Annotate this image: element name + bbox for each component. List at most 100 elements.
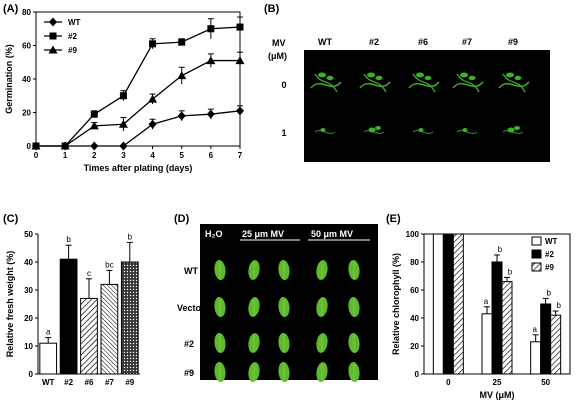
bar-n2 bbox=[540, 303, 552, 375]
seedling-leaf bbox=[468, 75, 476, 81]
seedling-photo-background bbox=[304, 50, 550, 162]
series-line-WT bbox=[36, 110, 241, 147]
seedling-leaf bbox=[320, 128, 326, 132]
legend-label: WT bbox=[545, 237, 558, 246]
seedling-leaf bbox=[460, 72, 468, 78]
seedling-leaf bbox=[424, 75, 432, 81]
seedling-leaf bbox=[506, 72, 514, 78]
x-tick-label: 4 bbox=[150, 151, 155, 160]
column-label-n7: #7 bbox=[462, 37, 472, 47]
seedling-root bbox=[359, 81, 391, 89]
x-axis-label: Times after plating (days) bbox=[84, 163, 193, 173]
x-tick-label: 2 bbox=[92, 151, 97, 160]
x-tick-label: 3 bbox=[121, 151, 126, 160]
header-h2o: H₂O bbox=[205, 229, 223, 239]
seedling-root bbox=[456, 130, 478, 134]
bar-n2 bbox=[59, 258, 78, 375]
seedling-leaf bbox=[418, 128, 424, 132]
column-label-n9: #9 bbox=[508, 37, 518, 47]
bar-n9 bbox=[550, 314, 562, 375]
bar-n9 bbox=[120, 261, 139, 375]
bar-WT bbox=[432, 233, 444, 375]
x-tick-label: 0 bbox=[446, 378, 451, 387]
data-point-WT bbox=[206, 109, 215, 119]
legend-swatch bbox=[531, 236, 542, 246]
x-tick-label: #2 bbox=[64, 378, 73, 387]
seedling-leaf bbox=[462, 128, 468, 132]
data-point-n2 bbox=[119, 92, 127, 100]
y-tick-label: 40 bbox=[410, 314, 419, 323]
seedling-leaf bbox=[514, 126, 520, 130]
seedling-root bbox=[314, 73, 338, 93]
panel-label-a: (A) bbox=[3, 3, 19, 15]
legend-swatch bbox=[531, 262, 542, 272]
significance-letter: c bbox=[87, 269, 91, 278]
x-tick-label: 7 bbox=[238, 151, 243, 160]
seedling-leaf bbox=[368, 127, 376, 133]
y-axis-label: Relative fresh weight (%) bbox=[5, 251, 15, 358]
x-tick-label: 1 bbox=[63, 151, 68, 160]
data-point-n9 bbox=[89, 121, 99, 130]
x-tick-label: #6 bbox=[85, 378, 94, 387]
significance-letter: a bbox=[532, 325, 537, 334]
seedling-root bbox=[314, 130, 336, 134]
y-tick-label: 0 bbox=[415, 370, 420, 379]
header-50-mv: 50 μm MV bbox=[311, 229, 353, 239]
y-tick-label: 50 bbox=[24, 230, 33, 239]
y-tick-label: 0 bbox=[29, 370, 34, 379]
y-tick-label: 60 bbox=[22, 42, 31, 51]
row-label-n2: #2 bbox=[184, 339, 194, 349]
row-label-Vector: Vector bbox=[177, 303, 205, 313]
series-line-n9 bbox=[36, 59, 240, 147]
data-point-WT bbox=[90, 141, 99, 151]
row-label-0: 0 bbox=[281, 80, 286, 90]
data-point-n2 bbox=[90, 110, 98, 118]
y-tick-label: 20 bbox=[22, 109, 31, 118]
seedling-leaf bbox=[375, 75, 383, 81]
legend-swatch bbox=[531, 249, 542, 259]
panel-a-germination-chart: (A) 0 1 2 3 4 5 6 7 0 20 40 60 80 Times after plating… bbox=[3, 3, 245, 173]
y-tick-label: 100 bbox=[406, 230, 420, 239]
y-tick-label: 80 bbox=[22, 8, 31, 17]
seedling-root bbox=[363, 73, 387, 93]
y-tick-label: 30 bbox=[24, 286, 33, 295]
seedling-leaf bbox=[507, 127, 515, 133]
significance-letter: b bbox=[546, 288, 551, 297]
x-tick-label: #9 bbox=[125, 378, 134, 387]
data-point-n9 bbox=[177, 71, 187, 80]
legend-label: #9 bbox=[545, 263, 554, 272]
seedling-root bbox=[498, 81, 530, 89]
panel-label-c: (C) bbox=[3, 213, 19, 225]
bar-WT bbox=[481, 313, 493, 375]
seedling-leaf bbox=[367, 72, 375, 78]
y-tick-label: 80 bbox=[410, 258, 419, 267]
bar-WT bbox=[530, 341, 542, 375]
column-label-n2: #2 bbox=[369, 37, 379, 47]
seedling-root bbox=[412, 130, 434, 134]
y-tick-label: 10 bbox=[24, 342, 33, 351]
bar-n6 bbox=[80, 297, 98, 375]
x-tick-label: 5 bbox=[179, 151, 184, 160]
panel-label-d: (D) bbox=[174, 213, 190, 225]
data-point-n9 bbox=[235, 56, 245, 65]
data-point-WT bbox=[119, 141, 128, 151]
x-tick-label: 25 bbox=[493, 378, 502, 387]
data-point-WT bbox=[148, 119, 157, 129]
panel-label-e: (E) bbox=[386, 213, 401, 225]
data-point-n2 bbox=[149, 40, 157, 48]
seedling-root bbox=[452, 81, 484, 89]
header-25-mv: 25 μm MV bbox=[242, 229, 284, 239]
data-point-n2 bbox=[236, 23, 244, 31]
x-tick-label: 50 bbox=[541, 378, 550, 387]
legend-label: WT bbox=[68, 18, 81, 27]
data-point-n9 bbox=[148, 94, 158, 103]
legend-label: #2 bbox=[545, 250, 554, 259]
y-tick-label: 60 bbox=[410, 286, 419, 295]
panel-label-b: (B) bbox=[264, 3, 280, 15]
legend-marker bbox=[49, 17, 57, 27]
y-tick-label: 0 bbox=[27, 142, 32, 151]
seedling-leaf bbox=[326, 75, 334, 81]
panel-e-chlorophyll-chart: (E) 0 20 40 60 80 100 MV (μM) Relative chloroph… bbox=[386, 213, 571, 400]
seedling-leaf bbox=[318, 72, 326, 78]
legend-label: #2 bbox=[68, 32, 77, 41]
